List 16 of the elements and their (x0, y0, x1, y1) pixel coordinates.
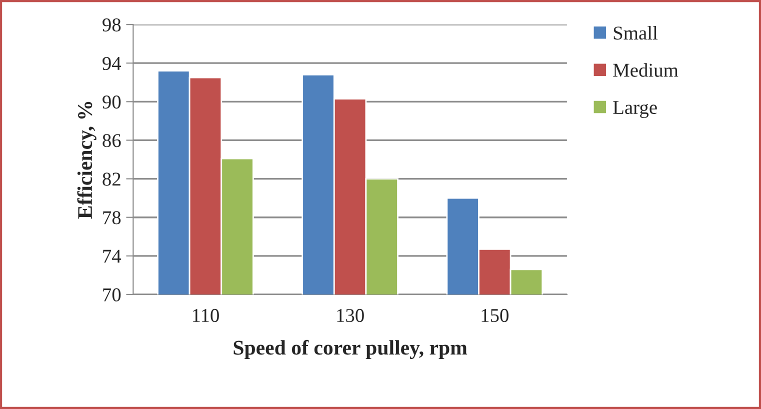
y-tick-label: 94 (102, 56, 122, 70)
x-tick-label: 150 (482, 308, 508, 322)
y-tick-label: 74 (103, 250, 122, 263)
legend-label: Large (613, 101, 657, 118)
x-tick-label: 130 (337, 308, 364, 322)
legend-label: Small (614, 26, 658, 40)
x-axis-title: Speed of corer pulley, rpm (234, 340, 468, 360)
y-tick-label: 86 (102, 134, 121, 148)
y-axis-title: Efficiency, % (77, 102, 96, 219)
y-tick-label: 82 (102, 172, 120, 186)
legend-label: Medium (613, 63, 678, 77)
y-tick-label: 98 (102, 18, 121, 32)
y-tick-label: 90 (102, 95, 121, 109)
y-tick-label: 70 (103, 288, 121, 302)
x-tick-label: 110 (192, 308, 219, 322)
y-tick-label: 78 (103, 211, 121, 224)
